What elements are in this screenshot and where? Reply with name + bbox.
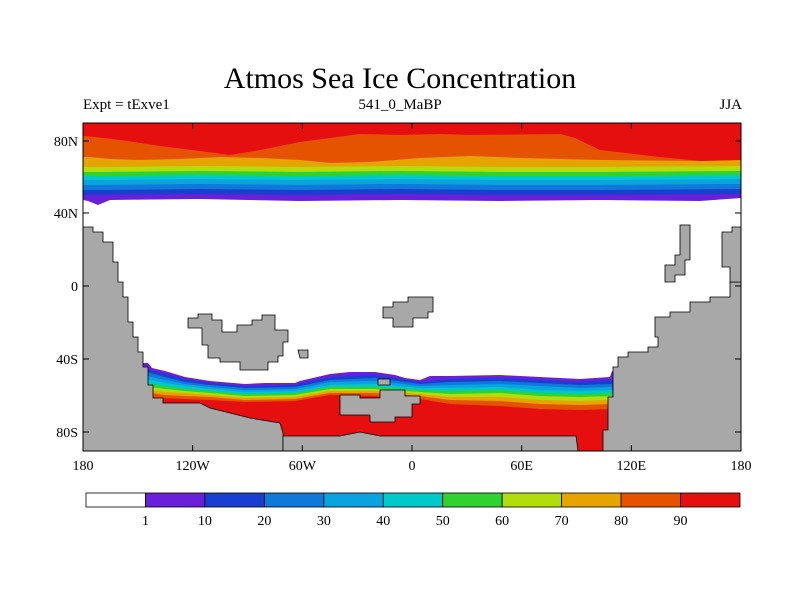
colorbar-box bbox=[323, 492, 384, 508]
colorbar-box bbox=[145, 492, 206, 508]
land-east-indies bbox=[721, 226, 741, 283]
lon-tick-label: 0 bbox=[409, 459, 416, 474]
lon-tick-label: 60E bbox=[510, 459, 533, 474]
land-island-arc-a bbox=[339, 389, 421, 423]
land-antarctica bbox=[282, 431, 579, 451]
map-title: Atmos Sea Ice Concentration bbox=[223, 62, 577, 95]
lat-tick-label: 80S bbox=[56, 426, 78, 441]
colorbar-box bbox=[442, 492, 503, 508]
land-madagascar bbox=[297, 349, 309, 359]
colorbar-label: 50 bbox=[436, 514, 450, 529]
colorbar-label: 10 bbox=[198, 514, 212, 529]
lon-tick-label: 180 bbox=[731, 459, 752, 474]
colorbar-box bbox=[263, 492, 325, 508]
arctic-ice bbox=[83, 123, 741, 205]
lat-tick-label: 0 bbox=[71, 280, 78, 295]
longitude-axis: 180 120W 60W 0 60E 120E 180 bbox=[73, 123, 752, 474]
lat-tick-label: 40N bbox=[54, 207, 78, 222]
land-newguinea bbox=[664, 224, 691, 283]
latitude-axis: 80N 40N 0 40S 80S bbox=[54, 135, 741, 441]
colorbar-box bbox=[561, 492, 622, 508]
arctic-ice-band-90 bbox=[83, 123, 741, 161]
season-label: JJA bbox=[719, 97, 742, 113]
colorbar-label: 60 bbox=[495, 514, 509, 529]
land-africa bbox=[187, 313, 289, 371]
lat-tick-label: 80N bbox=[54, 135, 78, 150]
lon-tick-label: 120W bbox=[176, 459, 211, 474]
colorbar-label: 1 bbox=[142, 514, 149, 529]
colorbar-label: 20 bbox=[257, 514, 271, 529]
colorbar-label: 90 bbox=[674, 514, 688, 529]
lon-tick-label: 60W bbox=[289, 459, 317, 474]
colorbar-label: 80 bbox=[614, 514, 628, 529]
colorbar-box bbox=[85, 492, 146, 508]
lon-tick-label: 120E bbox=[617, 459, 647, 474]
land-masses bbox=[83, 224, 741, 451]
time-label: 541_0_MaBP bbox=[358, 97, 442, 113]
lon-tick-label: 180 bbox=[73, 459, 94, 474]
land-americas bbox=[83, 226, 284, 451]
experiment-label: Expt = tExve1 bbox=[83, 97, 170, 113]
colorbar-label: 70 bbox=[555, 514, 569, 529]
land-island-arc-b bbox=[377, 378, 391, 386]
colorbar-box bbox=[382, 492, 444, 508]
colorbar-box bbox=[204, 492, 265, 508]
lat-tick-label: 40S bbox=[56, 353, 78, 368]
colorbar: 1 10 20 30 40 50 60 70 80 90 bbox=[85, 492, 741, 529]
map-area bbox=[83, 123, 741, 451]
colorbar-label: 30 bbox=[317, 514, 331, 529]
colorbar-box bbox=[680, 492, 741, 508]
colorbar-label: 40 bbox=[376, 514, 390, 529]
land-india bbox=[382, 296, 434, 328]
colorbar-box bbox=[501, 492, 563, 508]
colorbar-box bbox=[620, 492, 681, 508]
land-australia bbox=[602, 281, 741, 451]
